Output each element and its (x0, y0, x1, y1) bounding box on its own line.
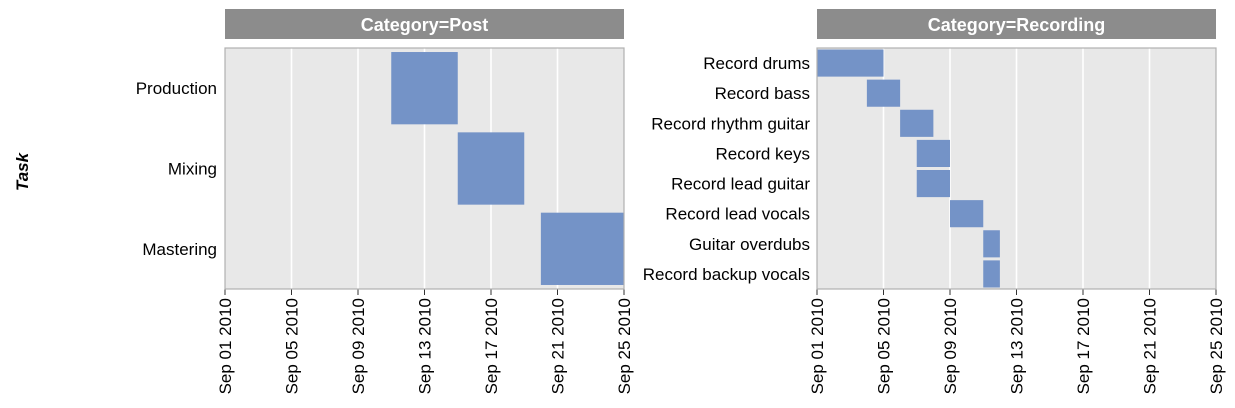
facet-strip (817, 9, 1216, 39)
plot-border (816, 47, 1217, 290)
task-bar-record-lead-guitar (916, 170, 950, 198)
y-axis-label: Task (13, 151, 32, 191)
task-bar-mixing (457, 132, 525, 205)
y-tick-label: Mastering (142, 240, 217, 259)
x-tick-label: Sep 21 2010 (1141, 298, 1160, 394)
x-tick-label: Sep 25 2010 (1207, 298, 1226, 394)
x-tick-label: Sep 05 2010 (875, 298, 894, 394)
y-tick-label: Record drums (703, 54, 810, 73)
task-bar-record-backup-vocals (983, 260, 1000, 288)
x-tick-label: Sep 09 2010 (349, 298, 368, 394)
y-tick-label: Record bass (715, 84, 810, 103)
y-tick-label: Record keys (716, 144, 810, 163)
task-bar-record-bass (866, 79, 901, 107)
y-tick-label: Record backup vocals (643, 265, 810, 284)
x-tick-label: Sep 13 2010 (1008, 298, 1027, 394)
x-tick-label: Sep 13 2010 (416, 298, 435, 394)
task-bar-record-rhythm-guitar (900, 109, 934, 137)
y-tick-label: Production (136, 79, 217, 98)
x-tick-label: Sep 09 2010 (941, 298, 960, 394)
facet-category-post: Category=Post Sep 01 2010 Sep 05 2010 Sep 0… (136, 9, 634, 394)
x-tick-label: Sep 01 2010 (808, 298, 827, 394)
task-bar-guitar-overdubs (983, 230, 1000, 258)
task-bar-record-lead-vocals (950, 200, 984, 228)
facet-category-recording: Category=Recording Sep 01 2010 Sep 05 2010… (643, 9, 1226, 394)
facet-title: Category=Recording (928, 15, 1106, 35)
y-tick-label: Guitar overdubs (689, 235, 810, 254)
x-tick-label: Sep 21 2010 (549, 298, 568, 394)
y-tick-label: Record lead guitar (671, 175, 810, 194)
x-tick-label: Sep 25 2010 (615, 298, 634, 394)
task-bar-production (391, 52, 458, 125)
task-bar-record-keys (916, 139, 950, 167)
facet-title: Category=Post (361, 15, 489, 35)
x-tick-label: Sep 17 2010 (1074, 298, 1093, 394)
facet-strip (225, 9, 624, 39)
task-bar-record-drums (817, 49, 884, 77)
facets: Category=Post Sep 01 2010 Sep 05 2010 Sep 0… (136, 9, 1226, 394)
x-tick-label: Sep 01 2010 (216, 298, 235, 394)
task-bar-mastering (540, 212, 624, 285)
y-tick-label: Record rhythm guitar (651, 114, 810, 133)
x-tick-label: Sep 17 2010 (482, 298, 501, 394)
plot-border (224, 47, 625, 290)
y-tick-label: Mixing (168, 160, 217, 179)
y-tick-label: Record lead vocals (665, 205, 810, 224)
x-tick-label: Sep 05 2010 (283, 298, 302, 394)
